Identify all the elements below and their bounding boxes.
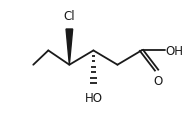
Text: OH: OH [166, 45, 184, 57]
Text: O: O [153, 74, 163, 87]
Polygon shape [66, 30, 73, 65]
Text: HO: HO [84, 91, 102, 104]
Text: Cl: Cl [64, 10, 75, 23]
